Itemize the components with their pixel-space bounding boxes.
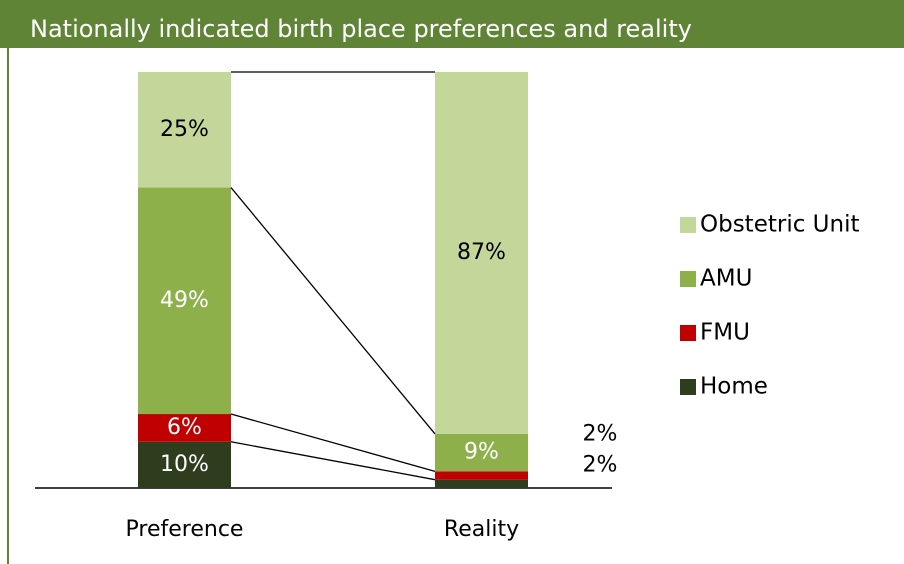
header-band — [0, 0, 904, 48]
legend-label: AMU — [700, 266, 752, 292]
legend-label: FMU — [700, 320, 750, 346]
data-label: 49% — [160, 288, 209, 313]
x-tick-label: Reality — [444, 517, 519, 542]
bar-segment — [138, 441, 231, 488]
data-label: 2% — [583, 421, 618, 446]
bar-segment — [138, 187, 231, 415]
legend-label: Home — [700, 374, 768, 400]
data-label: 10% — [160, 452, 209, 477]
connector-line — [230, 187, 436, 435]
connector-line — [230, 413, 436, 472]
legend-swatch — [680, 379, 696, 395]
data-label: 6% — [167, 415, 202, 440]
data-label: 9% — [464, 440, 499, 465]
bar-segment — [435, 471, 528, 480]
bar-segment — [435, 433, 528, 472]
data-label: 2% — [583, 453, 618, 478]
data-label: 87% — [457, 240, 506, 265]
bar-segment — [138, 414, 231, 442]
connector-line — [230, 441, 436, 481]
legend-swatch — [680, 325, 696, 341]
bar-segment — [435, 479, 528, 488]
legend-swatch — [680, 271, 696, 287]
legend-label: Obstetric Unit — [700, 212, 860, 238]
chart-title: Nationally indicated birth place prefere… — [30, 15, 692, 43]
data-label: 25% — [160, 117, 209, 142]
x-tick-label: Preference — [126, 517, 244, 542]
bar-segment — [435, 72, 528, 434]
bar-segment — [138, 72, 231, 188]
legend-swatch — [680, 217, 696, 233]
